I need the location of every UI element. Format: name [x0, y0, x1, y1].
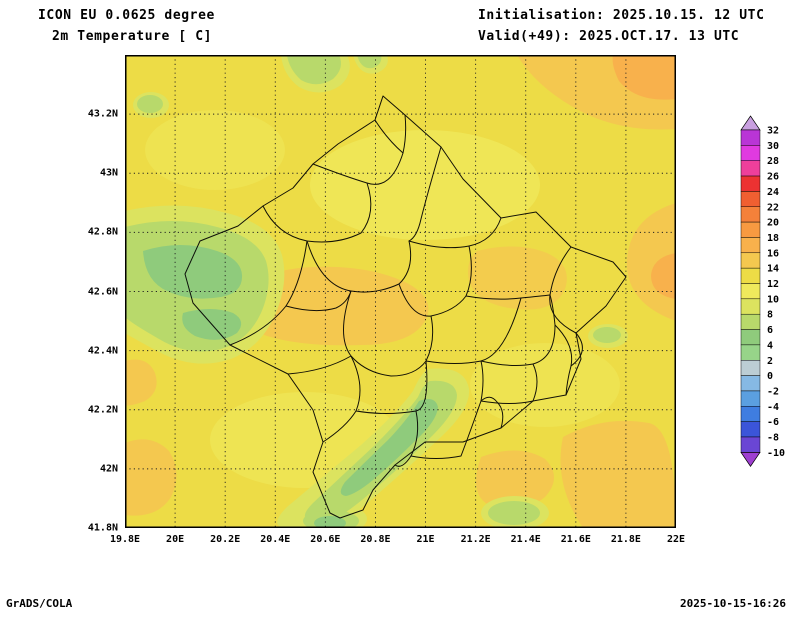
x-tick-label: 21.4E [510, 534, 541, 545]
colorbar-tick-label: -8 [767, 433, 779, 444]
colorbar-band [740, 436, 761, 453]
y-tick-label: 42N [99, 463, 118, 475]
colorbar-tick-label: 0 [767, 371, 773, 382]
colorbar-band [740, 175, 761, 192]
colorbar-band [740, 360, 761, 376]
colorbar-band [740, 145, 761, 161]
colorbar-tick-label: 22 [767, 202, 779, 213]
colorbar-tick-label: 12 [767, 279, 779, 290]
x-tick-label: 19.8E [109, 534, 141, 545]
init-time-label: Initialisation: 2025.10.15. 12 UTC [478, 8, 765, 23]
colorbar-tick-label: -4 [767, 402, 779, 413]
variable-title: 2m Temperature [ C] [52, 29, 213, 44]
colorbar-band [740, 129, 761, 146]
x-tick-label: 22E [666, 534, 686, 545]
colorbar-band [740, 313, 761, 330]
colorbar-band [740, 267, 761, 284]
colorbar-tick-label: 20 [767, 218, 779, 229]
colorbar-tick-label: 10 [767, 294, 779, 305]
x-tick-label: 21.8E [610, 534, 641, 545]
map-frame [125, 55, 676, 528]
municipality-borders [229, 114, 583, 467]
colorbar-tick-label: 24 [767, 187, 779, 198]
colorbar-band [740, 221, 761, 238]
colorbar-tick-label: 28 [767, 156, 779, 167]
grads-credit: GrADS/COLA [6, 597, 73, 610]
admin-borders-layer [184, 95, 627, 519]
colorbar-tick-label: 4 [767, 340, 773, 351]
colorbar-tick-label: 14 [767, 264, 779, 275]
colorbar-tick-label: 32 [767, 126, 779, 137]
x-tick-label: 20.2E [210, 534, 241, 545]
colorbar-band [740, 421, 761, 438]
y-tick-label: 42.8N [87, 226, 118, 238]
colorbar-band [740, 344, 761, 361]
x-tick-label: 21E [416, 534, 435, 545]
y-tick-label: 43.2N [87, 108, 118, 120]
x-tick-label: 20.8E [360, 534, 391, 545]
colorbar-top-arrow [740, 115, 761, 131]
x-tick-label: 20.6E [310, 534, 341, 545]
colorbar-tick-label: -6 [767, 417, 779, 428]
colorbar-tick-label: 2 [767, 356, 773, 367]
y-tick-label: 43N [99, 167, 118, 179]
colorbar-band [740, 252, 761, 269]
colorbar-band [740, 237, 761, 254]
colorbar-band [740, 191, 761, 207]
y-tick-label: 42.2N [87, 404, 118, 416]
colorbar-band [740, 283, 761, 300]
colorbar-bottom-arrow [740, 452, 761, 467]
y-tick-label: 42.4N [87, 345, 118, 357]
colorbar-tick-label: 30 [767, 141, 779, 152]
y-tick-label: 42.6N [87, 286, 118, 297]
plot-timestamp: 2025-10-15-16:26 [680, 597, 786, 610]
colorbar-band [740, 375, 761, 392]
colorbar-tick-label: 8 [767, 310, 773, 321]
x-tick-label: 21.6E [560, 534, 591, 545]
x-tick-label: 20.4E [260, 534, 291, 545]
colorbar-band [740, 298, 761, 315]
colorbar-tick-label: -10 [767, 448, 785, 459]
colorbar-band [740, 206, 761, 223]
temperature-map [125, 55, 676, 528]
colorbar-band [740, 390, 761, 407]
colorbar-band [740, 160, 761, 177]
x-tick-label: 21.2E [460, 534, 491, 545]
map-plot-area [125, 55, 676, 528]
colorbar-tick-label: 18 [767, 233, 779, 244]
colorbar-tick-label: 6 [767, 325, 773, 336]
colorbar-tick-label: 16 [767, 248, 779, 259]
colorbar-tick-label: 26 [767, 172, 779, 183]
colorbar-band [740, 329, 761, 346]
temperature-field-layer [125, 55, 676, 528]
model-title: ICON EU 0.0625 degree [38, 8, 215, 23]
y-tick-label: 41.8N [87, 522, 118, 534]
x-tick-label: 20E [166, 534, 185, 545]
colorbar-band [740, 406, 761, 422]
colorbar-tick-label: -2 [767, 386, 779, 397]
valid-time-label: Valid(+49): 2025.OCT.17. 13 UTC [478, 29, 740, 44]
